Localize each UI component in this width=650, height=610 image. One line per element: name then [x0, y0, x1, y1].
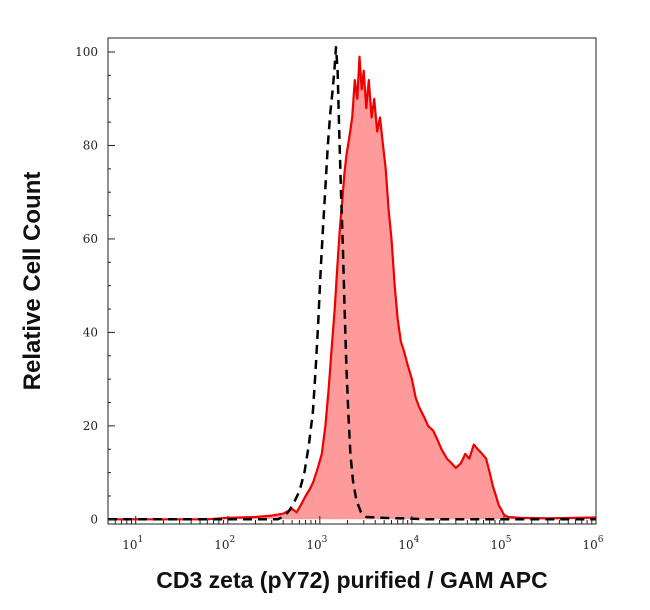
x-tick-label: 105 — [490, 535, 511, 552]
series-layer — [108, 46, 597, 521]
x-tick-label: 103 — [306, 535, 327, 552]
y-tick-label: 20 — [83, 419, 98, 433]
x-axis-title: CD3 zeta (pY72) purified / GAM APC — [156, 567, 547, 593]
stained-histogram-line — [108, 55, 597, 521]
stained-histogram-fill — [108, 56, 596, 520]
plot-frame — [107, 37, 597, 525]
y-tick-label: 100 — [75, 45, 98, 59]
x-tick-label: 101 — [122, 535, 143, 552]
control-histogram-line — [108, 46, 596, 521]
y-tick-label: 40 — [83, 325, 98, 339]
x-tick-label: 104 — [398, 535, 419, 552]
y-tick-label: 80 — [83, 138, 98, 152]
x-tick-label: 106 — [582, 535, 603, 552]
y-tick-label: 60 — [83, 232, 98, 246]
y-axis-title: Relative Cell Count — [19, 172, 46, 391]
x-tick-label: 102 — [214, 535, 235, 552]
y-tick-label: 0 — [90, 512, 98, 526]
